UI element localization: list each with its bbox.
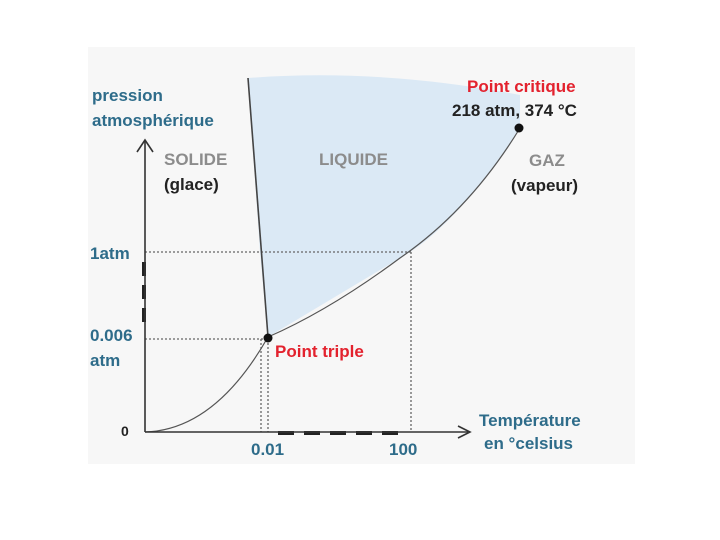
guide-lines — [145, 251, 412, 432]
y-axis-label-line1: pression — [92, 86, 163, 105]
x-axis-label-line1: Température — [479, 411, 581, 430]
x-tick-001: 0.01 — [251, 440, 284, 459]
phase-boundaries — [144, 77, 521, 433]
y-axis-arrowhead — [136, 138, 154, 153]
y-tick-1atm: 1atm — [90, 244, 130, 263]
critical-point-label: Point critique — [467, 77, 576, 96]
x-axis-arrowhead — [457, 425, 472, 439]
region-liquid: LIQUIDE — [319, 150, 388, 169]
axes — [136, 138, 472, 439]
sublimation-curve — [144, 336, 269, 433]
y-tick-0006-line1: 0.006 — [90, 326, 133, 345]
x-tick-100: 100 — [389, 440, 417, 459]
triple-point-marker — [263, 333, 273, 343]
vaporization-curve — [267, 127, 521, 338]
critical-point-value: 218 atm, 374 °C — [452, 101, 577, 120]
region-gas-line2: (vapeur) — [511, 176, 578, 195]
y-axis-label-line2: atmosphérique — [92, 111, 214, 130]
y-tick-0006-line2: atm — [90, 351, 120, 370]
x-axis-label-line2: en °celsius — [484, 434, 573, 453]
region-solid-line1: SOLIDE — [164, 150, 227, 169]
critical-point-marker — [514, 123, 524, 133]
region-gas-line1: GAZ — [529, 151, 565, 170]
fusion-curve — [247, 77, 269, 338]
y-tick-zero: 0 — [121, 423, 129, 439]
triple-point-label: Point triple — [275, 342, 364, 361]
region-solid-line2: (glace) — [164, 175, 219, 194]
liquid-region — [248, 75, 520, 337]
